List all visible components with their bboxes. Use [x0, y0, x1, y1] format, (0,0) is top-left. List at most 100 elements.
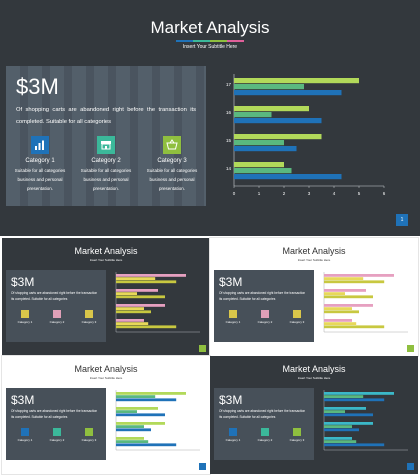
thumbnail-chart [115, 272, 200, 333]
thumbnail-bar [116, 310, 151, 314]
category-icon [261, 428, 269, 436]
thumbnail-bar [324, 422, 373, 425]
thumbnail-category: Category 2 [250, 428, 280, 442]
thumbnail-bar [116, 407, 158, 410]
x-tick-label: 3 [308, 191, 311, 196]
thumbnail-bar [116, 392, 186, 395]
thumbnail-category: Category 3 [74, 428, 104, 442]
thumbnail-bar [324, 443, 385, 447]
thumbnail-bar [324, 410, 345, 413]
thumbnail-bar [116, 277, 156, 280]
chart-bar [234, 78, 359, 84]
thumbnail-chart [115, 390, 200, 451]
thumbnail-description: Of shopping carts are abandoned right be… [11, 409, 98, 419]
info-panel: $3M Of shopping carts are abandoned righ… [6, 66, 206, 206]
category-1: Category 1 Suitable for all categories b… [10, 136, 70, 193]
thumbnail-info-panel: $3M Of shopping carts are abandoned right… [214, 388, 314, 460]
thumbnail-bar [116, 443, 177, 447]
chart-bar [234, 118, 322, 124]
chart-bar [234, 84, 304, 90]
thumbnail-bar [116, 319, 144, 322]
thumbnail-chart [323, 272, 408, 333]
thumbnail-bar [324, 425, 352, 428]
page-number-badge[interactable]: 1 [396, 214, 408, 226]
thumbnail-subtitle: Insert Your Subtitle Here [89, 258, 123, 262]
thumbnail-amount: $3M [11, 393, 35, 407]
thumbnail-bar [324, 319, 352, 322]
category-icon [85, 310, 93, 318]
thumbnail-title: Market Analysis [74, 246, 138, 256]
category-name: Category 1 [17, 320, 33, 324]
category-icon [53, 428, 61, 436]
thumbnail-bar [116, 307, 144, 310]
thumbnail-bar [116, 413, 165, 417]
thumbnail-page-badge [407, 345, 414, 352]
category-desc: presentation. [26, 186, 54, 191]
main-slide[interactable]: Market Analysis Insert Your Subtitle Her… [0, 0, 420, 236]
thumbnail-bar [116, 292, 137, 295]
thumbnail-bar [324, 428, 359, 432]
chart-bar [234, 134, 322, 140]
category-name: Category 2 [91, 158, 121, 164]
thumbnail-bar [116, 280, 177, 284]
y-tick-label: 2016 [226, 110, 231, 115]
thumbnail-bar [116, 425, 144, 428]
thumbnail-bar [324, 310, 359, 314]
category-name: Category 1 [17, 438, 33, 442]
x-tick-label: 1 [258, 191, 261, 196]
x-tick-label: 4 [333, 191, 336, 196]
thumbnail-subtitle: Insert Your Subtitle Here [297, 376, 331, 380]
category-icon [293, 310, 301, 318]
chart-bar [234, 146, 297, 152]
thumbnail-subtitle: Insert Your Subtitle Here [89, 376, 123, 380]
thumbnail-category: Category 3 [74, 310, 104, 324]
thumbnail-bar [324, 398, 385, 402]
category-desc: business and personal [149, 177, 195, 182]
y-tick-label: 2017 [226, 82, 231, 87]
slide-thumbnail[interactable]: Market Analysis Insert Your Subtitle Here… [1, 355, 211, 475]
thumbnail-bar [116, 274, 186, 277]
basket-icon [163, 136, 181, 154]
thumbnail-bar [324, 280, 385, 284]
thumbnail-description: Of shopping carts are abandoned right be… [219, 409, 306, 419]
chart-bar [234, 112, 272, 118]
thumbnail-bar [116, 295, 165, 299]
category-name: Category 1 [225, 320, 241, 324]
chart-icon [31, 136, 49, 154]
thumbnail-bar [324, 395, 364, 398]
thumbnail-bar [116, 304, 165, 307]
slide-thumbnail[interactable]: Market Analysis Insert Your Subtitle Here… [2, 238, 210, 356]
slide-title: Market Analysis [150, 18, 270, 37]
x-tick-label: 5 [358, 191, 361, 196]
category-desc: presentation. [158, 186, 186, 191]
thumbnail-bar [116, 437, 144, 440]
thumbnail-category: Category 2 [250, 310, 280, 324]
thumbnail-bar [116, 440, 149, 443]
category-name: Category 3 [81, 320, 97, 324]
category-desc: presentation. [92, 186, 120, 191]
thumbnail-page-badge [199, 463, 206, 470]
category-icon [21, 310, 29, 318]
slide-thumbnail[interactable]: Market Analysis Insert Your Subtitle Here… [209, 237, 419, 357]
x-tick-label: 2 [283, 191, 286, 196]
thumbnail-category: Category 3 [282, 310, 312, 324]
thumbnail-description: Of shopping carts are abandoned right be… [11, 291, 98, 301]
y-tick-label: 2015 [226, 138, 231, 143]
category-3: Category 3 Suitable for all categories b… [142, 136, 202, 193]
thumbnail-info-panel: $3M Of shopping carts are abandoned right… [6, 388, 106, 460]
thumbnail-category: Category 1 [218, 310, 248, 324]
category-2: Category 2 Suitable for all categories b… [76, 136, 136, 193]
thumbnail-bar [116, 410, 137, 413]
slide-thumbnail[interactable]: Market Analysis Insert Your Subtitle Here… [210, 356, 418, 474]
category-name: Category 3 [81, 438, 97, 442]
category-name: Category 3 [157, 158, 187, 164]
chart-bar [234, 174, 342, 180]
chart-bar [234, 168, 292, 174]
thumbnail-category: Category 3 [282, 428, 312, 442]
category-name: Category 2 [257, 438, 273, 442]
thumbnail-bar [116, 325, 177, 329]
category-name: Category 2 [257, 320, 273, 324]
thumbnail-info-panel: $3M Of shopping carts are abandoned right… [6, 270, 106, 342]
thumbnail-bar [324, 413, 373, 417]
thumbnail-title: Market Analysis [282, 364, 346, 374]
